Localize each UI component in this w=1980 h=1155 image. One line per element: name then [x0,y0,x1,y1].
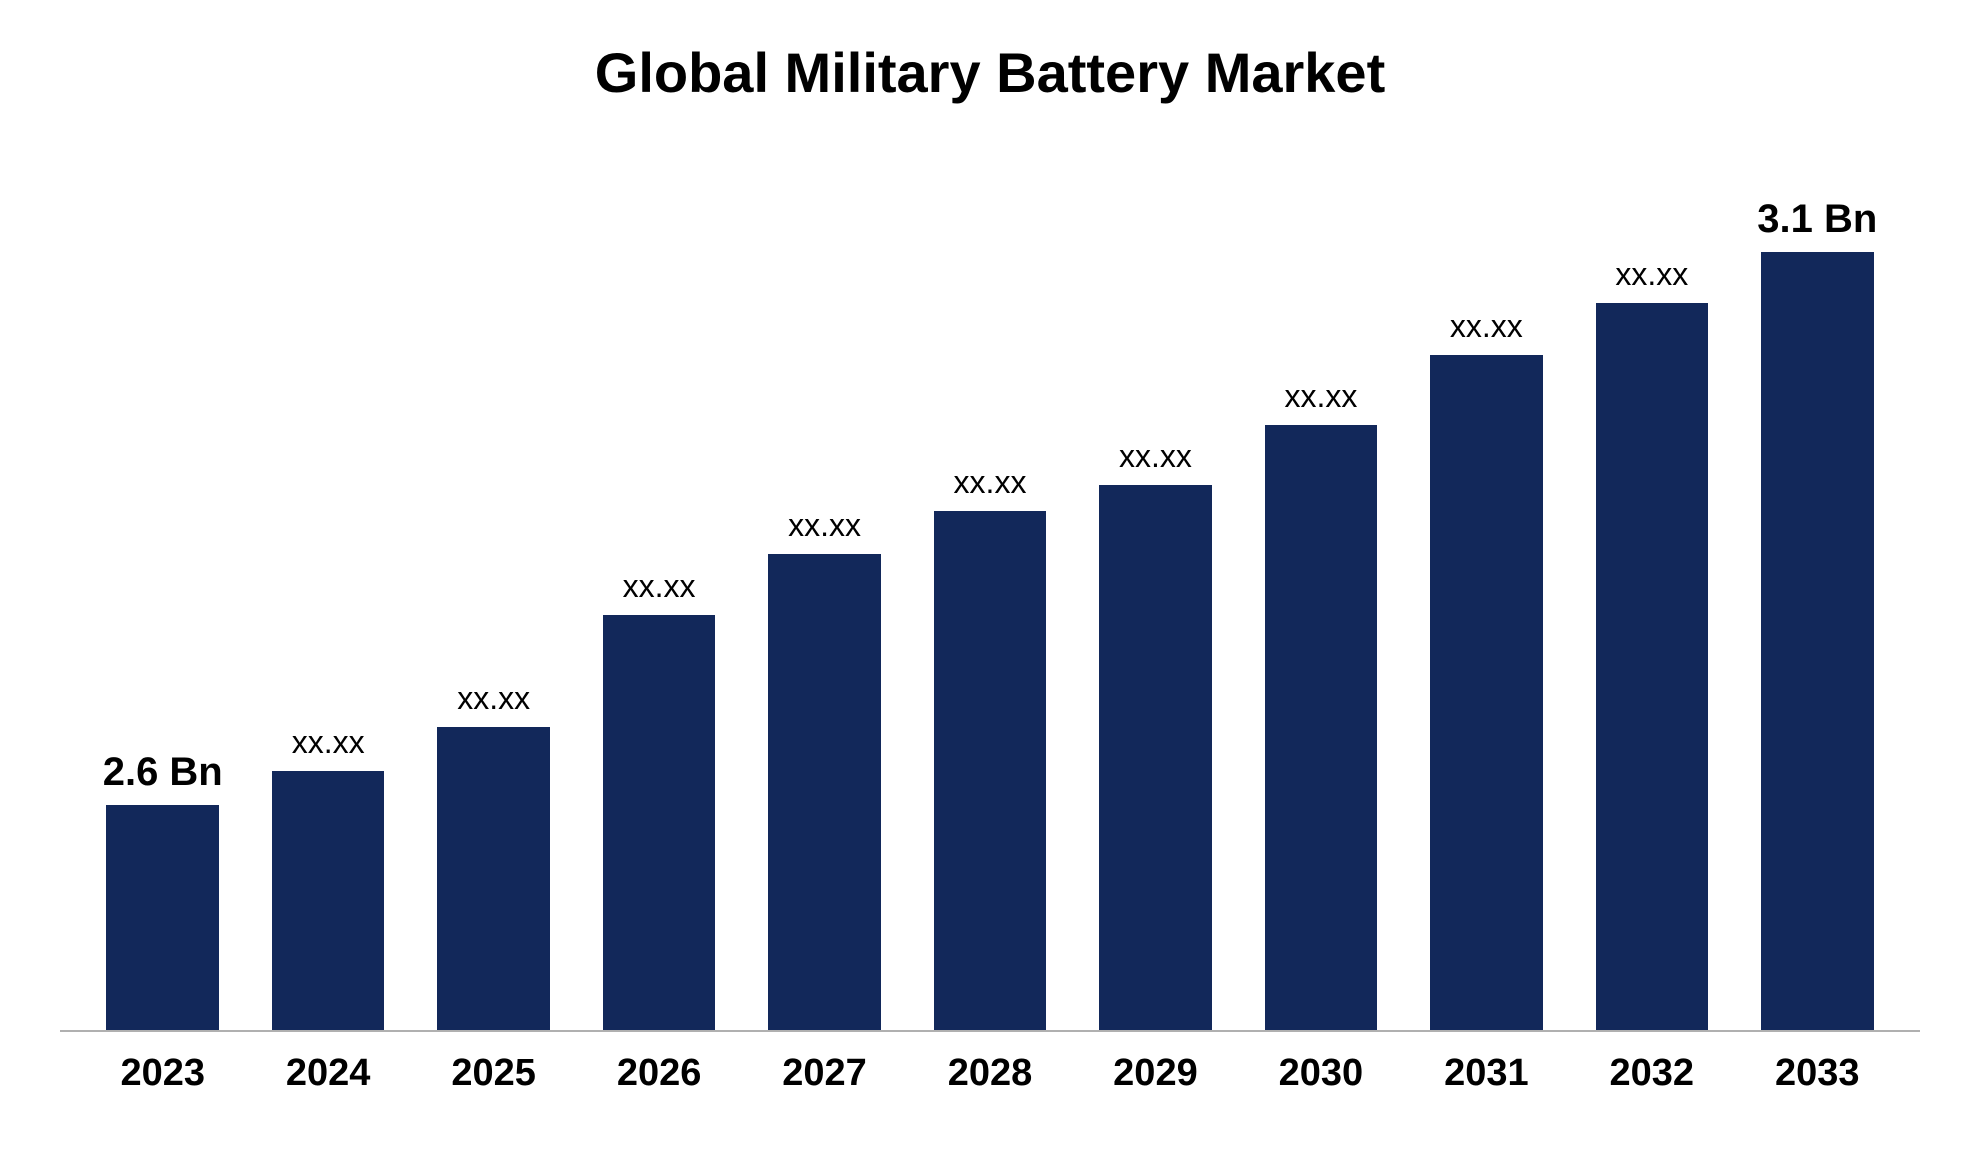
x-tick-label: 2026 [576,1052,741,1095]
bar-value-label: 2.6 Bn [103,750,223,795]
bar-group: 2.6 Bn [80,165,245,1030]
x-tick-label: 2025 [411,1052,576,1095]
bar [1596,303,1709,1030]
bar-value-label: xx.xx [954,464,1027,501]
x-tick-label: 2027 [742,1052,907,1095]
x-tick-label: 2032 [1569,1052,1734,1095]
x-tick-label: 2028 [907,1052,1072,1095]
bar [603,615,716,1030]
bar [768,554,881,1030]
bar-group: xx.xx [411,165,576,1030]
bar [1265,425,1378,1031]
bar-group: xx.xx [245,165,410,1030]
bar-group: 3.1 Bn [1735,165,1900,1030]
bars-region: 2.6 Bn xx.xx xx.xx xx.xx xx.xx xx.xx [60,165,1920,1032]
x-tick-label: 2024 [245,1052,410,1095]
bar-value-label: xx.xx [623,568,696,605]
bar-value-label: xx.xx [1450,308,1523,345]
bar [437,727,550,1030]
x-tick-label: 2031 [1404,1052,1569,1095]
chart-title: Global Military Battery Market [60,40,1920,105]
bar-group: xx.xx [1238,165,1403,1030]
bar-group: xx.xx [1569,165,1734,1030]
chart-container: Global Military Battery Market 2.6 Bn xx… [0,0,1980,1155]
bar-group: xx.xx [907,165,1072,1030]
bar-value-label: xx.xx [1284,378,1357,415]
x-tick-label: 2030 [1238,1052,1403,1095]
bar-group: xx.xx [576,165,741,1030]
bar-group: xx.xx [1073,165,1238,1030]
bar-group: xx.xx [742,165,907,1030]
bar [934,511,1047,1030]
bar-value-label: xx.xx [1615,256,1688,293]
bar-value-label: xx.xx [1119,438,1192,475]
bar-value-label: xx.xx [457,680,530,717]
bar-value-label: xx.xx [788,507,861,544]
bar-value-label: 3.1 Bn [1757,197,1877,242]
bar [1099,485,1212,1030]
bar [272,771,385,1031]
x-axis: 2023 2024 2025 2026 2027 2028 2029 2030 … [60,1032,1920,1095]
bar [106,805,219,1030]
x-tick-label: 2023 [80,1052,245,1095]
bar [1430,355,1543,1030]
plot-area: 2.6 Bn xx.xx xx.xx xx.xx xx.xx xx.xx [60,165,1920,1095]
bar-value-label: xx.xx [292,724,365,761]
x-tick-label: 2029 [1073,1052,1238,1095]
bar [1761,252,1874,1031]
bar-group: xx.xx [1404,165,1569,1030]
x-tick-label: 2033 [1735,1052,1900,1095]
